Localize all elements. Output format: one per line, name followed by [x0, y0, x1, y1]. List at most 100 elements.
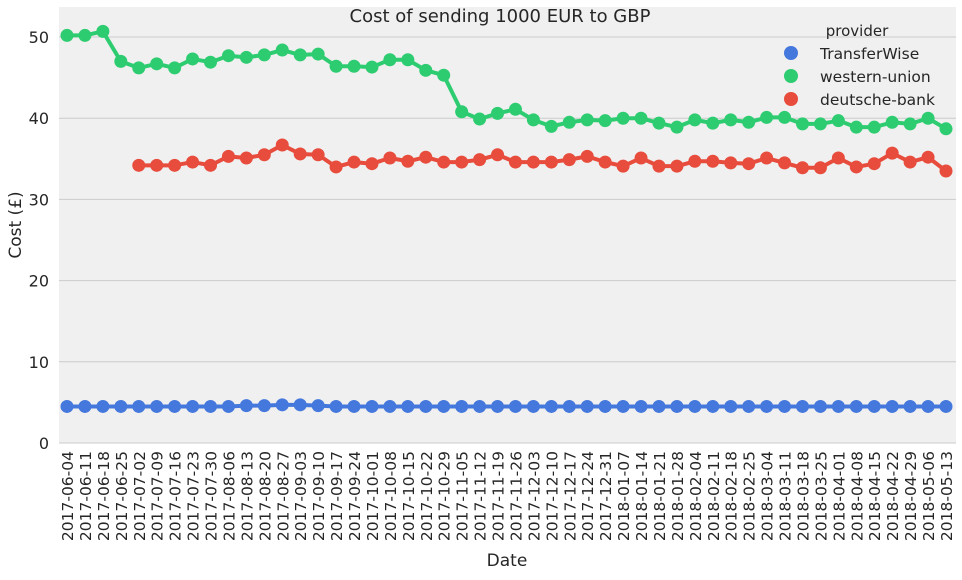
data-point — [544, 155, 558, 169]
data-point — [311, 399, 325, 413]
x-tick-label: 2018-02-11 — [705, 451, 723, 541]
data-point — [491, 399, 505, 413]
data-point — [293, 398, 307, 412]
gridlines — [59, 36, 956, 444]
legend-label: TransferWise — [819, 45, 919, 63]
data-point — [813, 399, 827, 413]
x-tick-label: 2018-02-04 — [687, 451, 705, 541]
data-point — [311, 148, 325, 162]
x-tick-label: 2017-06-04 — [59, 451, 77, 541]
x-tick-label: 2017-08-27 — [274, 451, 292, 541]
data-point — [455, 399, 469, 413]
data-point — [760, 110, 774, 124]
data-point — [508, 102, 522, 116]
x-tick-label: 2017-06-25 — [113, 451, 131, 541]
y-tick-label: 10 — [29, 353, 49, 372]
x-tick-label: 2017-10-22 — [418, 451, 436, 541]
data-point — [132, 158, 146, 172]
data-point — [132, 399, 146, 413]
data-point — [257, 148, 271, 162]
data-point — [616, 159, 630, 173]
data-point — [239, 399, 253, 413]
series-line — [138, 143, 948, 173]
data-point — [204, 158, 218, 172]
data-point — [186, 155, 200, 169]
data-point — [419, 150, 433, 164]
data-point — [688, 399, 702, 413]
data-point — [867, 399, 881, 413]
data-point — [168, 61, 182, 75]
data-point — [670, 159, 684, 173]
data-point — [813, 161, 827, 175]
data-point — [706, 116, 720, 130]
data-point — [186, 399, 200, 413]
legend-title: provider — [826, 22, 889, 40]
data-point — [419, 399, 433, 413]
legend-marker — [784, 69, 798, 83]
data-point — [634, 399, 648, 413]
data-point — [742, 115, 756, 129]
y-tick-label: 20 — [29, 272, 49, 291]
data-point — [96, 24, 110, 38]
data-point — [383, 53, 397, 67]
x-tick-label: 2017-08-13 — [238, 451, 256, 541]
series-western-union — [60, 24, 953, 136]
data-point — [347, 155, 361, 169]
x-tick-label: 2018-02-25 — [741, 451, 759, 541]
data-point — [562, 115, 576, 129]
data-point — [329, 160, 343, 174]
data-point — [491, 106, 505, 120]
x-tick-label: 2017-09-10 — [310, 451, 328, 541]
x-tick-label: 2018-04-08 — [848, 451, 866, 541]
data-point — [939, 164, 953, 178]
x-tick-label: 2017-11-05 — [454, 451, 472, 541]
data-point — [544, 119, 558, 133]
series-TransferWise — [60, 398, 953, 413]
data-point — [329, 59, 343, 73]
data-point — [849, 160, 863, 174]
data-point — [849, 399, 863, 413]
data-point — [365, 157, 379, 171]
data-point — [401, 154, 415, 168]
data-point — [239, 151, 253, 165]
data-point — [921, 150, 935, 164]
x-tick-label: 2017-07-02 — [131, 451, 149, 541]
data-point — [652, 159, 666, 173]
x-tick-label: 2018-05-06 — [920, 451, 938, 541]
data-point — [795, 161, 809, 175]
data-point — [221, 399, 235, 413]
data-point — [903, 155, 917, 169]
data-point — [598, 399, 612, 413]
x-tick-label: 2017-08-20 — [256, 451, 274, 541]
data-point — [903, 399, 917, 413]
x-tick-label: 2017-06-18 — [95, 451, 113, 541]
x-tick-label: 2017-07-23 — [185, 451, 203, 541]
data-point — [903, 117, 917, 131]
x-tick-label: 2018-03-18 — [794, 451, 812, 541]
data-point — [867, 157, 881, 171]
x-tick-label: 2018-03-25 — [812, 451, 830, 541]
x-tick-label: 2017-11-19 — [490, 451, 508, 541]
data-point — [78, 399, 92, 413]
data-point — [885, 399, 899, 413]
data-point — [939, 399, 953, 413]
x-tick-label: 2017-10-29 — [436, 451, 454, 541]
data-point — [867, 120, 881, 134]
data-point — [580, 399, 594, 413]
data-point — [473, 399, 487, 413]
data-point — [383, 151, 397, 165]
data-point — [114, 399, 128, 413]
data-point — [634, 151, 648, 165]
data-point — [724, 399, 738, 413]
data-point — [760, 399, 774, 413]
legend-label: deutsche-bank — [820, 91, 935, 109]
data-point — [508, 155, 522, 169]
data-point — [616, 399, 630, 413]
data-point — [921, 111, 935, 125]
data-point — [114, 54, 128, 68]
data-point — [562, 153, 576, 167]
x-tick-label: 2018-05-13 — [938, 451, 956, 541]
data-point — [204, 399, 218, 413]
data-point — [778, 156, 792, 170]
y-tick-label: 50 — [29, 28, 49, 47]
